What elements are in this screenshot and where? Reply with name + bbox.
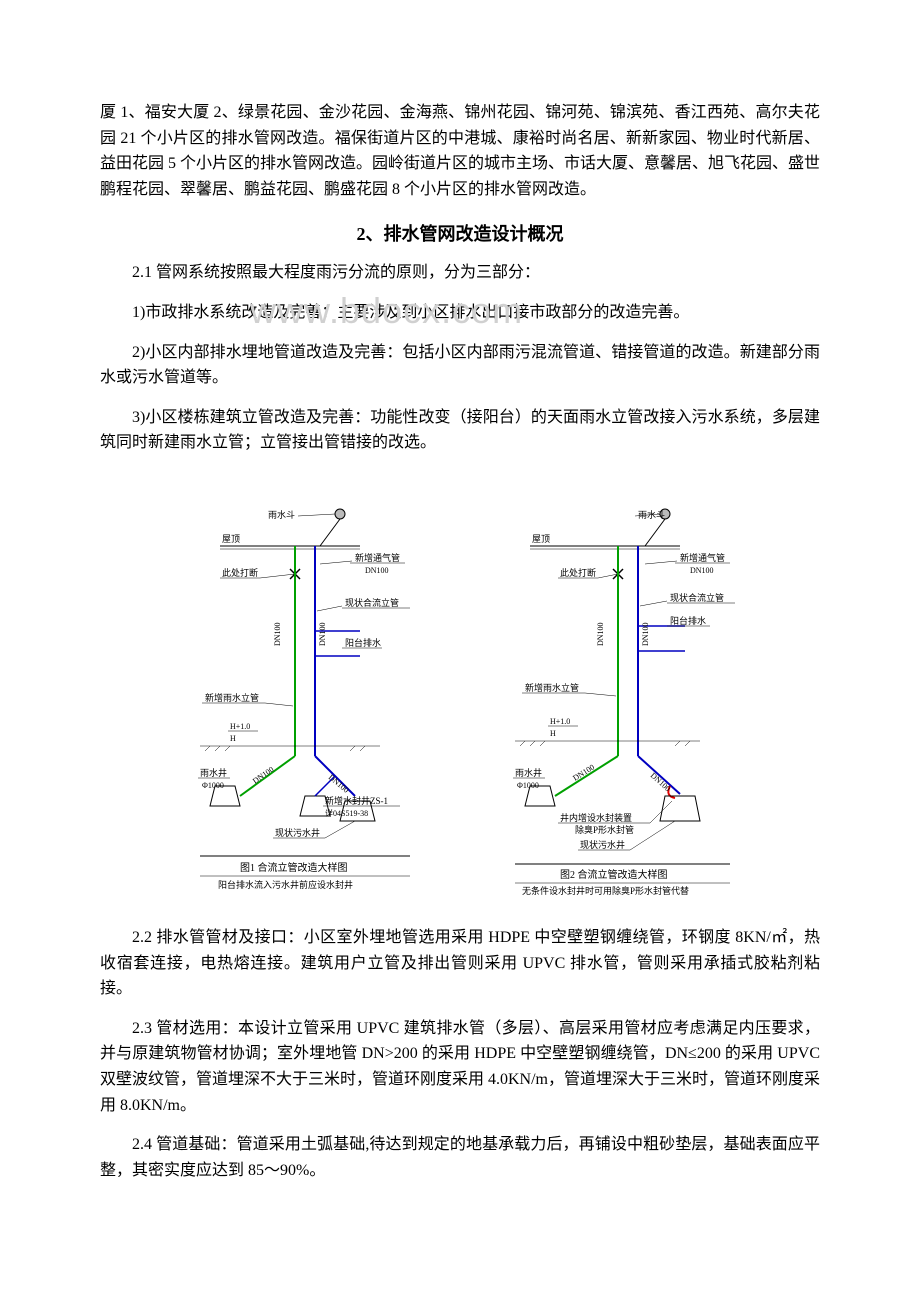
paragraph-2-4: 2.4 管道基础：管道采用土弧基础,待达到规定的地基承载力后，再铺设中粗砂垫层，… bbox=[100, 1132, 820, 1183]
d1-rainwell-label: 雨水井 bbox=[200, 767, 227, 778]
d1-rain-bucket-label: 雨水斗 bbox=[268, 509, 295, 520]
d2-dn100-v1: DN100 bbox=[596, 622, 605, 646]
d2-vent-label: 新增通气管 bbox=[680, 552, 725, 563]
d1-title: 图1 合流立管改造大样图 bbox=[240, 861, 348, 874]
d1-balcony-label: 阳台排水 bbox=[345, 637, 381, 648]
d2-dn100-1: DN100 bbox=[690, 566, 714, 575]
d1-dn100-d2: DN100 bbox=[327, 773, 351, 795]
d2-h10-label: H+1.0 bbox=[550, 717, 570, 726]
d1-sewage-label: 现状污水井 bbox=[275, 827, 320, 838]
d2-sewage-label: 现状污水井 bbox=[580, 839, 625, 850]
diagram-1: 雨水斗 屋顶 新增通气管 DN100 此处打断 现状合流立管 bbox=[160, 476, 450, 901]
diagram-2-svg: 雨水斗 屋顶 新增通气管 DN100 此处打断 现状合流立管 bbox=[470, 476, 760, 896]
d2-note: 无条件设水封井时可用除臭P形水封管代替 bbox=[522, 885, 689, 896]
d1-roof-label: 屋顶 bbox=[222, 534, 240, 544]
d1-combined-label: 现状合流立管 bbox=[345, 597, 399, 608]
d1-cut-label: 此处打断 bbox=[222, 567, 258, 578]
diagram-2: 雨水斗 屋顶 新增通气管 DN100 此处打断 现状合流立管 bbox=[470, 476, 760, 901]
d1-dn100-1: DN100 bbox=[365, 566, 389, 575]
d2-combined-label: 现状合流立管 bbox=[670, 592, 724, 603]
paragraph-2-2: 2.2 排水管管材及接口：小区室外埋地管选用采用 HDPE 中空壁塑钢缠绕管，环… bbox=[100, 925, 820, 1002]
d1-note: 阳台排水流入污水井前应设水封井 bbox=[218, 879, 353, 890]
d2-newrain-label: 新增雨水立管 bbox=[525, 682, 579, 693]
d1-h-label: H bbox=[230, 734, 236, 743]
d2-dn100-v2: DN100 bbox=[641, 622, 650, 646]
d1-dn100-d1: DN100 bbox=[251, 765, 275, 786]
d2-dn100-d2: DN100 bbox=[649, 771, 673, 793]
d1-seeref-label: 详04S519-38 bbox=[325, 808, 368, 818]
d2-sealinwell-label: 井内增设水封装置 bbox=[560, 812, 632, 823]
paragraph-2-1: 2.1 管网系统按照最大程度雨污分流的原则，分为三部分： bbox=[100, 260, 820, 286]
d2-roof-label: 屋顶 bbox=[532, 534, 550, 544]
d1-h10-label: H+1.0 bbox=[230, 722, 250, 731]
d1-phi-label: Φ1000 bbox=[202, 781, 224, 790]
d2-odortrap-label: 除臭P形水封管 bbox=[575, 824, 634, 835]
d2-cut-label: 此处打断 bbox=[560, 567, 596, 578]
paragraph-item-3: 3)小区楼栋建筑立管改造及完善：功能性改变（接阳台）的天面雨水立管改接入污水系统… bbox=[100, 405, 820, 456]
d2-rainwell-label: 雨水井 bbox=[515, 767, 542, 778]
d1-newrain-label: 新增雨水立管 bbox=[205, 692, 259, 703]
paragraph-intro: 厦 1、福安大厦 2、绿景花园、金沙花园、金海燕、锦州花园、锦河苑、锦滨苑、香江… bbox=[100, 100, 820, 202]
paragraph-item-1: 1)市政排水系统改造及完善：主要涉及到小区排水出口接市政部分的改造完善。 bbox=[100, 300, 820, 326]
paragraph-item-2: 2)小区内部排水埋地管道改造及完善：包括小区内部雨污混流管道、错接管道的改造。新… bbox=[100, 340, 820, 391]
d2-h-label: H bbox=[550, 729, 556, 738]
section-title: 2、排水管网改造设计概况 bbox=[100, 220, 820, 246]
d2-title: 图2 合流立管改造大样图 bbox=[560, 868, 668, 881]
d2-phi-label: Φ1000 bbox=[517, 781, 539, 790]
d2-balcony-label: 阳台排水 bbox=[670, 615, 706, 626]
d1-vent-label: 新增通气管 bbox=[355, 552, 400, 563]
diagram-1-svg: 雨水斗 屋顶 新增通气管 DN100 此处打断 现状合流立管 bbox=[160, 476, 450, 896]
paragraph-2-3: 2.3 管材选用：本设计立管采用 UPVC 建筑排水管（多层）、高层采用管材应考… bbox=[100, 1016, 820, 1118]
d1-dn100-v1: DN100 bbox=[273, 622, 282, 646]
d1-dn100-v2: DN100 bbox=[318, 622, 327, 646]
diagram-container: www.bdocx.com 雨水斗 屋顶 新增通气管 DN100 此处打断 bbox=[100, 476, 820, 901]
